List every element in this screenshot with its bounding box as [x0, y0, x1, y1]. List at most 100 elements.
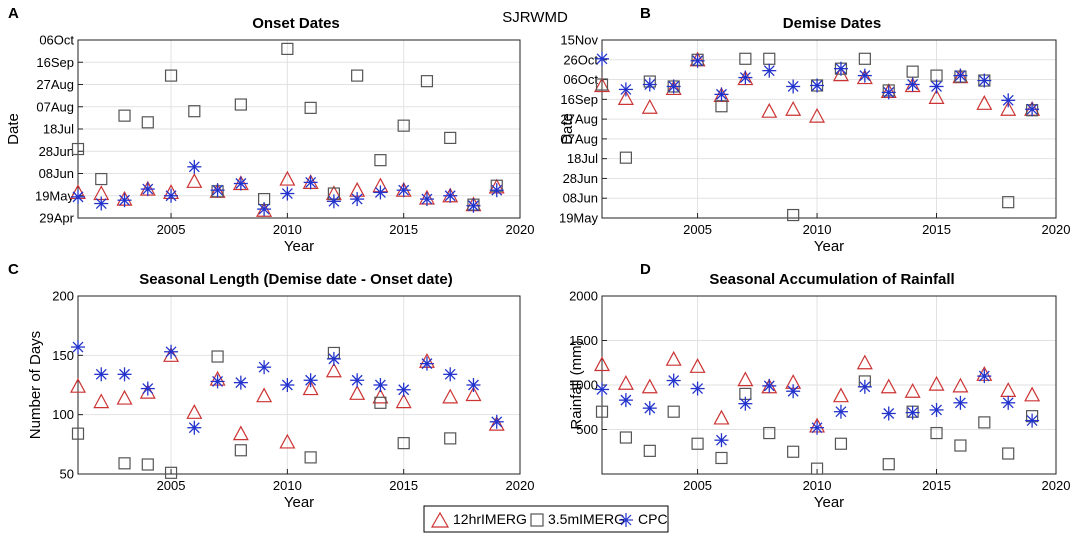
point-cpc-2007 — [210, 374, 225, 389]
point-3-5mimerg-2014 — [374, 396, 387, 409]
point-cpc-2011 — [303, 373, 318, 388]
x-tick-label: 2020 — [506, 222, 535, 237]
x-tick-label: 2010 — [803, 478, 832, 493]
point-cpc-2005 — [690, 53, 705, 68]
chart-title: Seasonal Accumulation of Rainfall — [709, 271, 954, 288]
point-cpc-2007 — [738, 396, 753, 411]
x-tick-label: 2005 — [683, 222, 712, 237]
x-tick-label: 2005 — [683, 478, 712, 493]
point-3-5mimerg-2006 — [715, 451, 728, 465]
point-3-5mimerg-2002 — [95, 172, 108, 186]
y-tick-label: 07Aug — [36, 99, 74, 114]
y-axis-label: Date — [559, 113, 576, 145]
figure-title: SJRWMD — [502, 9, 568, 26]
point-cpc-2002 — [94, 196, 109, 211]
point-cpc-2012 — [857, 379, 872, 394]
point-3-5mimerg-2018 — [1002, 196, 1015, 209]
point-cpc-2018 — [466, 378, 481, 392]
point-12hrimerg-2017 — [442, 388, 459, 404]
point-cpc-2005 — [690, 381, 705, 396]
y-tick-label: 06Oct — [563, 72, 598, 87]
point-3-5mimerg-2013 — [882, 458, 895, 471]
point-12hrimerg-2001 — [593, 77, 611, 93]
point-12hrimerg-2011 — [832, 387, 849, 403]
point-3-5mimerg-2018 — [1002, 447, 1015, 460]
y-tick-label: 26Oct — [563, 52, 598, 67]
point-3-5mimerg-2003 — [643, 444, 656, 457]
point-3-5mimerg-2006 — [188, 105, 201, 118]
point-12hrimerg-2001 — [69, 377, 87, 393]
y-tick-label: 08Jun — [563, 191, 598, 206]
point-12hrimerg-2019 — [1024, 386, 1041, 402]
legend: 12hrIMERG 3.5mIMERG CPC — [423, 505, 669, 533]
point-3-5mimerg-2001 — [71, 142, 85, 156]
point-3-5mimerg-2011 — [834, 437, 848, 450]
point-12hrimerg-2004 — [665, 350, 682, 366]
point-cpc-2013 — [350, 373, 365, 388]
point-3-5mimerg-2002 — [619, 431, 632, 444]
y-axis-label: Date — [5, 113, 22, 145]
point-cpc-2004 — [140, 182, 155, 197]
point-cpc-2012 — [857, 68, 872, 83]
point-3-5mimerg-2015 — [930, 426, 943, 440]
point-cpc-2018 — [1001, 93, 1016, 108]
point-cpc-2009 — [786, 79, 801, 94]
point-cpc-2019 — [1025, 102, 1040, 117]
point-3-5mimerg-2008 — [234, 98, 247, 111]
y-tick-label: 16Sep — [560, 92, 598, 107]
y-tick-label: 16Sep — [36, 55, 74, 70]
point-12hrimerg-2016 — [952, 377, 969, 393]
point-cpc-2003 — [117, 193, 132, 208]
point-cpc-2012 — [326, 351, 341, 366]
point-cpc-2016 — [419, 192, 434, 207]
point-3-5mimerg-2011 — [304, 101, 317, 114]
point-cpc-2004 — [666, 373, 681, 388]
point-cpc-2015 — [929, 402, 944, 417]
point-12hrimerg-2007 — [737, 371, 754, 387]
point-12hrimerg-2012 — [856, 354, 873, 370]
point-3-5mimerg-2001 — [71, 427, 85, 440]
point-cpc-2013 — [350, 192, 365, 207]
point-3-5mimerg-2006 — [715, 100, 728, 113]
point-3-5mimerg-2015 — [397, 437, 410, 450]
x-tick-label: 2020 — [506, 478, 535, 493]
legend-label-cpc: CPC — [638, 511, 668, 527]
point-12hrimerg-2019 — [488, 415, 505, 431]
point-12hrimerg-2006 — [186, 404, 203, 419]
point-cpc-2001 — [71, 189, 85, 204]
x-axis-label: Year — [284, 494, 314, 511]
point-cpc-2017 — [443, 188, 458, 203]
point-12hrimerg-2003 — [641, 98, 658, 114]
point-3-5mimerg-2005 — [164, 466, 178, 479]
point-12hrimerg-2006 — [186, 173, 203, 188]
point-cpc-2004 — [140, 381, 155, 396]
panel-a: A Onset Dates 29Apr 19May 08Jun 28Jun 18Jul 07A… — [5, 5, 534, 255]
y-tick-label: 50 — [60, 467, 74, 482]
point-12hrimerg-2017 — [976, 95, 993, 110]
grid — [78, 39, 521, 219]
plot-area — [601, 39, 1057, 219]
grid — [602, 39, 1057, 219]
point-cpc-2003 — [117, 367, 132, 382]
point-cpc-2002 — [618, 393, 633, 408]
point-cpc-2010 — [810, 78, 825, 93]
point-cpc-2015 — [396, 382, 411, 397]
point-cpc-2001 — [595, 51, 609, 66]
point-12hrimerg-2018 — [1000, 100, 1017, 116]
legend-label-3-5mimerg: 3.5mIMERG — [548, 511, 625, 527]
panel-label: C — [8, 261, 19, 278]
point-cpc-2019 — [1025, 413, 1040, 428]
plot-area — [77, 295, 521, 475]
legend-entry-3-5mimerg: 3.5mIMERG — [530, 511, 625, 527]
point-3-5mimerg-2009 — [787, 208, 800, 222]
point-3-5mimerg-2010 — [281, 42, 294, 56]
y-tick-label: 2000 — [569, 289, 598, 304]
panel-label: B — [640, 5, 651, 22]
point-3-5mimerg-2007 — [739, 52, 752, 65]
point-3-5mimerg-2004 — [141, 116, 154, 129]
point-3-5mimerg-2016 — [420, 75, 434, 88]
point-cpc-2016 — [419, 356, 434, 371]
x-tick-label: 2010 — [273, 222, 302, 237]
point-cpc-2008 — [233, 375, 248, 390]
x-tick-label: 2010 — [803, 222, 832, 237]
